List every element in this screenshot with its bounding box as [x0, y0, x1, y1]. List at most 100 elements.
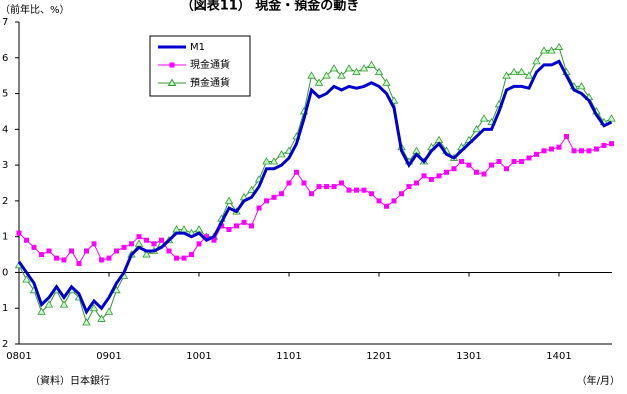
marker: [436, 173, 442, 179]
marker: [481, 171, 487, 177]
marker: [224, 196, 234, 204]
marker: [322, 71, 331, 79]
marker: [609, 141, 614, 147]
marker: [249, 223, 254, 229]
marker: [189, 252, 194, 258]
marker: [99, 257, 104, 263]
marker: [399, 191, 404, 197]
marker: [204, 234, 209, 240]
x-tick-label: 1301: [456, 351, 481, 362]
marker: [414, 180, 419, 186]
x-tick-label: 0901: [96, 351, 121, 362]
marker: [361, 187, 367, 193]
marker: [331, 184, 337, 190]
marker: [472, 125, 481, 133]
marker: [532, 57, 541, 65]
marker: [44, 300, 54, 308]
marker: [196, 241, 202, 247]
marker: [112, 286, 121, 294]
marker: [279, 191, 284, 197]
marker: [84, 248, 89, 254]
marker: [346, 187, 352, 193]
marker: [31, 244, 37, 250]
legend-label: M1: [190, 42, 205, 53]
marker: [211, 237, 217, 243]
marker: [369, 191, 374, 197]
marker: [219, 223, 224, 229]
marker: [59, 300, 69, 308]
marker: [539, 46, 549, 54]
x-tick-label: 1401: [546, 351, 571, 362]
marker: [89, 303, 99, 312]
marker: [337, 71, 346, 79]
marker: [601, 142, 607, 148]
marker: [307, 71, 316, 79]
marker: [444, 169, 449, 175]
y-unit: （前年比、%）: [0, 3, 70, 16]
marker: [174, 255, 179, 261]
marker: [526, 155, 532, 161]
marker: [97, 314, 106, 322]
marker: [121, 244, 127, 250]
marker: [46, 248, 52, 254]
marker: [144, 237, 149, 243]
marker: [286, 180, 292, 186]
x-tick-label: 0801: [6, 351, 31, 362]
marker: [479, 114, 489, 122]
marker: [511, 159, 517, 165]
legend-marker: [167, 78, 177, 86]
marker: [159, 237, 164, 243]
marker: [241, 219, 247, 225]
marker: [91, 241, 97, 247]
marker: [104, 307, 114, 315]
marker: [142, 250, 151, 258]
marker: [517, 67, 526, 75]
marker: [474, 169, 479, 175]
marker: [354, 187, 359, 193]
marker: [324, 184, 329, 190]
marker: [134, 239, 144, 247]
marker: [384, 203, 389, 209]
marker: [579, 148, 584, 154]
marker: [586, 148, 592, 154]
marker: [554, 42, 564, 50]
marker: [376, 198, 382, 204]
marker: [547, 46, 556, 54]
marker: [277, 150, 286, 158]
marker: [564, 133, 569, 139]
series-line: [18, 46, 612, 324]
marker: [344, 64, 354, 72]
marker: [577, 82, 586, 90]
marker: [54, 255, 59, 261]
y-tick-label: 7: [2, 17, 8, 28]
y-tick-label: 2: [2, 196, 8, 207]
marker: [234, 223, 239, 229]
marker: [314, 78, 324, 86]
marker: [352, 67, 361, 75]
marker: [541, 148, 547, 154]
marker: [264, 198, 269, 204]
marker: [262, 157, 271, 165]
marker: [406, 184, 412, 190]
y-tick-label: 2: [2, 339, 8, 350]
y-tick-label: 5: [2, 89, 8, 100]
marker: [549, 146, 554, 152]
x-unit: （年/月）: [577, 374, 620, 387]
series-line: [18, 135, 612, 265]
source: （資料）日本銀行: [30, 374, 110, 387]
marker: [309, 191, 314, 197]
legend-marker: [169, 62, 175, 68]
marker: [256, 205, 262, 211]
marker: [129, 241, 134, 247]
marker: [166, 248, 172, 254]
marker: [181, 255, 187, 261]
marker: [39, 252, 44, 258]
x-tick-label: 1201: [366, 351, 391, 362]
x-tick-label: 1101: [276, 351, 301, 362]
marker: [459, 159, 464, 165]
legend-label: 現金通貨: [190, 58, 230, 71]
marker: [429, 176, 434, 182]
marker: [271, 194, 277, 200]
marker: [496, 159, 502, 165]
y-tick-label: 4: [2, 124, 8, 135]
